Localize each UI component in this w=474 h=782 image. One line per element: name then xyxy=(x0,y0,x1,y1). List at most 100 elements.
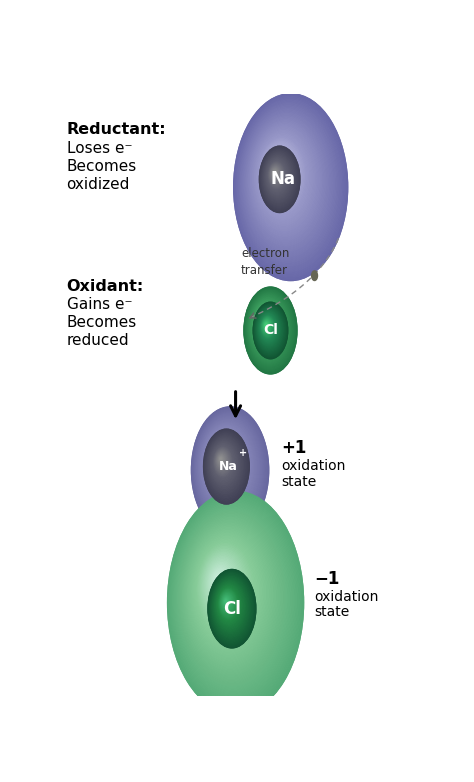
Ellipse shape xyxy=(273,170,277,177)
Ellipse shape xyxy=(261,316,274,338)
Ellipse shape xyxy=(259,313,277,343)
Ellipse shape xyxy=(218,586,239,622)
Ellipse shape xyxy=(261,315,275,339)
Ellipse shape xyxy=(211,576,250,638)
Ellipse shape xyxy=(218,587,238,621)
Ellipse shape xyxy=(182,518,278,674)
Ellipse shape xyxy=(246,114,328,249)
Ellipse shape xyxy=(188,528,268,658)
Ellipse shape xyxy=(264,321,269,329)
Ellipse shape xyxy=(210,572,253,643)
Ellipse shape xyxy=(249,296,289,361)
Ellipse shape xyxy=(263,321,264,323)
Ellipse shape xyxy=(258,312,273,336)
Ellipse shape xyxy=(265,156,290,196)
Ellipse shape xyxy=(268,160,286,191)
Ellipse shape xyxy=(215,449,228,470)
Ellipse shape xyxy=(255,307,277,343)
Ellipse shape xyxy=(178,509,287,687)
Ellipse shape xyxy=(268,155,289,188)
Ellipse shape xyxy=(210,440,238,487)
Ellipse shape xyxy=(248,295,290,362)
Ellipse shape xyxy=(270,164,283,185)
Ellipse shape xyxy=(216,583,243,628)
Ellipse shape xyxy=(255,131,312,225)
Ellipse shape xyxy=(262,317,273,335)
Ellipse shape xyxy=(194,412,264,526)
Ellipse shape xyxy=(262,142,301,206)
Ellipse shape xyxy=(216,583,242,626)
Text: state: state xyxy=(282,475,317,489)
Ellipse shape xyxy=(188,526,270,661)
Ellipse shape xyxy=(189,529,267,657)
Ellipse shape xyxy=(257,309,281,349)
Ellipse shape xyxy=(261,317,268,328)
Ellipse shape xyxy=(220,458,221,461)
Ellipse shape xyxy=(264,154,292,200)
Ellipse shape xyxy=(262,317,273,335)
Ellipse shape xyxy=(267,160,287,192)
Ellipse shape xyxy=(204,555,242,617)
Ellipse shape xyxy=(258,311,279,345)
Ellipse shape xyxy=(210,565,232,601)
Ellipse shape xyxy=(257,135,308,217)
Ellipse shape xyxy=(260,314,276,340)
Ellipse shape xyxy=(191,532,264,652)
Ellipse shape xyxy=(262,144,300,205)
Ellipse shape xyxy=(260,314,276,341)
Ellipse shape xyxy=(190,530,265,655)
Ellipse shape xyxy=(210,441,238,486)
Ellipse shape xyxy=(270,164,282,185)
Ellipse shape xyxy=(253,303,288,359)
Ellipse shape xyxy=(205,430,246,499)
Ellipse shape xyxy=(259,138,305,213)
Ellipse shape xyxy=(193,536,260,646)
Ellipse shape xyxy=(246,291,293,368)
Ellipse shape xyxy=(245,289,295,371)
Ellipse shape xyxy=(258,310,280,347)
Ellipse shape xyxy=(211,569,229,597)
Ellipse shape xyxy=(219,590,237,617)
Ellipse shape xyxy=(216,576,222,586)
Ellipse shape xyxy=(269,156,288,186)
Ellipse shape xyxy=(261,142,302,208)
Ellipse shape xyxy=(194,411,265,527)
Ellipse shape xyxy=(179,511,284,683)
Ellipse shape xyxy=(273,169,278,178)
Ellipse shape xyxy=(249,296,288,361)
Ellipse shape xyxy=(255,305,285,354)
Ellipse shape xyxy=(262,319,266,325)
Ellipse shape xyxy=(199,547,250,630)
Ellipse shape xyxy=(263,319,272,333)
Ellipse shape xyxy=(211,441,236,482)
Ellipse shape xyxy=(262,151,295,206)
Text: Becomes: Becomes xyxy=(66,159,137,174)
Ellipse shape xyxy=(258,310,280,346)
Ellipse shape xyxy=(200,548,249,628)
Ellipse shape xyxy=(218,454,225,465)
Ellipse shape xyxy=(217,585,241,624)
Ellipse shape xyxy=(256,309,276,341)
Ellipse shape xyxy=(236,98,344,275)
Ellipse shape xyxy=(257,310,274,339)
Text: +: + xyxy=(239,448,247,458)
Ellipse shape xyxy=(255,307,284,353)
Ellipse shape xyxy=(191,533,263,650)
Ellipse shape xyxy=(168,493,302,712)
Ellipse shape xyxy=(217,452,227,469)
Ellipse shape xyxy=(260,315,270,332)
Ellipse shape xyxy=(251,124,318,235)
Ellipse shape xyxy=(251,300,285,355)
Ellipse shape xyxy=(208,436,243,493)
Ellipse shape xyxy=(258,311,274,338)
Ellipse shape xyxy=(238,101,340,269)
Ellipse shape xyxy=(254,303,287,358)
Ellipse shape xyxy=(209,437,240,488)
Ellipse shape xyxy=(255,306,284,353)
Ellipse shape xyxy=(273,163,281,175)
Ellipse shape xyxy=(262,318,267,326)
Ellipse shape xyxy=(264,155,292,199)
Ellipse shape xyxy=(269,163,283,187)
Ellipse shape xyxy=(264,321,269,330)
Ellipse shape xyxy=(252,125,317,232)
